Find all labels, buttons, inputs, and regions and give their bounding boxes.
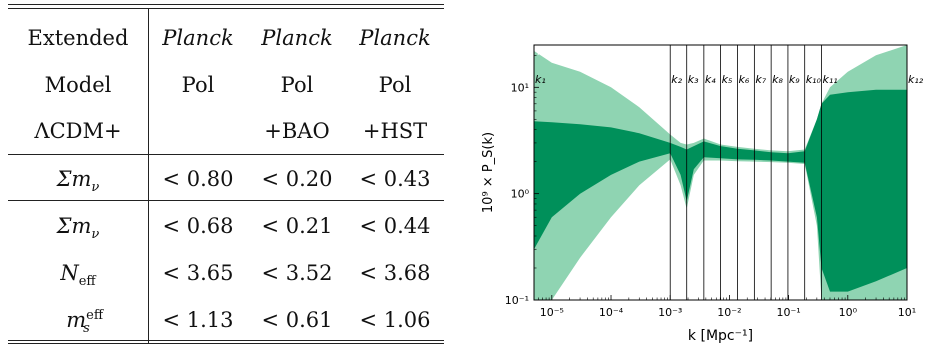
param-cell: Σmν: [56, 167, 100, 196]
header-rule: [8, 154, 444, 155]
knot-label: k₉: [789, 73, 800, 86]
value-cell: < 0.21: [261, 214, 333, 238]
power-spectrum-chart: k₁ k₂ k₃ k₄ k₅ k₆ k₇ k₈ k₉ k₁₀ k₁₁ k₁₂ 10⁻⁵ 10⁻⁴ 10⁻³…: [481, 44, 924, 344]
value-cell: < 0.68: [162, 214, 234, 238]
value-cell: < 0.44: [359, 214, 431, 238]
band-outer: [534, 45, 907, 300]
value-cell: < 1.13: [162, 308, 234, 332]
knot-label: k₁₀: [806, 73, 822, 86]
knot-label: k₃: [688, 73, 699, 86]
value-cell: < 3.68: [359, 261, 431, 285]
x-tick-label: 10⁰: [839, 306, 858, 319]
x-axis-label: k [Mpc⁻¹]: [688, 328, 753, 344]
knot-label: k₂: [671, 73, 682, 86]
x-tick-label: 10⁻³: [658, 306, 682, 319]
header-cell: +HST: [362, 119, 428, 143]
value-cell: < 0.80: [162, 167, 234, 191]
value-cell: < 3.65: [162, 261, 234, 285]
column-divider: [148, 9, 149, 344]
param-cell: meffs: [66, 308, 104, 337]
legend-label: Planck TT,TE,EE+lowP: [537, 48, 626, 57]
value-cell: < 1.06: [359, 308, 431, 332]
y-axis-label: 10⁹ × P_S(k): [481, 132, 496, 213]
results-table: Extended Planck Planck Planck Model Pol …: [8, 4, 444, 344]
x-tick-label: 10⁻¹: [776, 306, 800, 319]
bottom-rule-double: [8, 343, 444, 344]
bottom-rule: [8, 340, 444, 341]
value-cell: < 0.61: [261, 308, 333, 332]
y-tick-label: 10⁰: [511, 188, 530, 201]
header-cell: Pol: [378, 73, 412, 97]
knot-label: k₇: [755, 73, 766, 86]
x-tick-label: 10⁻⁴: [599, 306, 624, 319]
top-rule-double: [8, 8, 444, 9]
header-cell: Model: [44, 73, 112, 97]
y-tick-label: 10¹: [511, 81, 529, 94]
header-cell: Pol: [181, 73, 215, 97]
band-inner: [534, 89, 907, 292]
header-cell: Planck: [359, 26, 431, 50]
value-cell: < 3.52: [261, 261, 333, 285]
header-cell: ΛCDM+: [34, 119, 122, 143]
knot-label: k₁₁: [823, 73, 838, 86]
header-cell: Planck: [261, 26, 333, 50]
header-cell: Pol: [280, 73, 314, 97]
header-cell: Planck: [162, 26, 234, 50]
knot-label: k₁₂: [908, 73, 924, 86]
knot-label: k₈: [772, 73, 783, 86]
knot-label: k₆: [739, 73, 750, 86]
header-cell: Extended: [27, 26, 129, 50]
top-rule: [8, 4, 444, 5]
knot-label: k₁: [535, 73, 546, 86]
x-tick-label: 10⁻⁵: [540, 306, 564, 319]
value-cell: < 0.20: [261, 167, 333, 191]
value-cell: < 0.43: [359, 167, 431, 191]
knot-label: k₄: [705, 73, 716, 86]
y-tick-label: 10⁻¹: [505, 294, 529, 307]
knot-label: k₅: [722, 73, 733, 86]
param-cell: Σmν: [56, 214, 100, 243]
x-tick-label: 10⁻²: [717, 306, 741, 319]
x-tick-label: 10¹: [898, 306, 916, 319]
header-cell: +BAO: [264, 119, 330, 143]
section-rule: [8, 200, 444, 201]
param-cell: Neff: [60, 261, 96, 290]
